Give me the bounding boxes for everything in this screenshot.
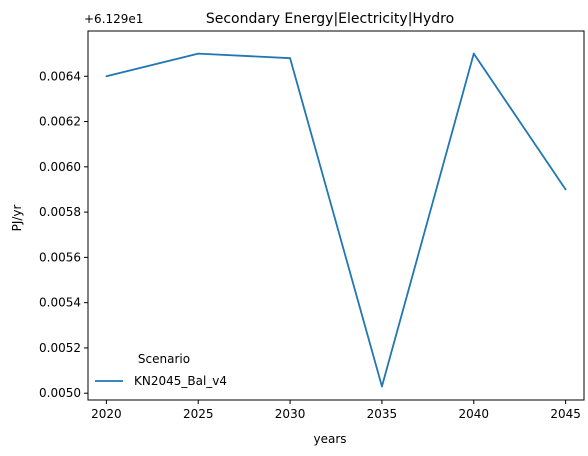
plot-frame bbox=[87, 30, 585, 401]
legend: Scenario KN2045_Bal_v4 bbox=[95, 352, 227, 388]
y-tick-label: 0.0058 bbox=[39, 205, 81, 219]
x-axis-label: years bbox=[313, 432, 346, 446]
series-point bbox=[564, 188, 567, 191]
x-tick-label: 2045 bbox=[550, 407, 581, 421]
series-point bbox=[289, 57, 291, 60]
y-tick-label: 0.0056 bbox=[39, 250, 81, 264]
y-tick-label: 0.0062 bbox=[39, 115, 81, 129]
series-line bbox=[106, 52, 567, 388]
x-tick-label: 2030 bbox=[275, 407, 306, 421]
series-point bbox=[381, 385, 383, 388]
legend-series-label: KN2045_Bal_v4 bbox=[134, 374, 227, 388]
plot-area: 2020 2025 2030 2035 2040 2045 0.00500.00520.0… bbox=[39, 30, 585, 421]
y-axis-label: PJ/yr bbox=[10, 205, 24, 232]
series-lines bbox=[105, 52, 567, 388]
y-offset-label: +6.129e1 bbox=[84, 12, 143, 26]
series-point bbox=[197, 52, 200, 55]
x-tick-label: 2025 bbox=[183, 407, 214, 421]
series-point bbox=[105, 75, 108, 78]
y-tick-label: 0.0064 bbox=[39, 69, 81, 83]
series-point bbox=[472, 52, 475, 55]
legend-title: Scenario bbox=[138, 352, 190, 366]
x-tick-label: 2020 bbox=[91, 407, 122, 421]
y-ticks: 0.0050 0.0052 0.0054 0.0056 0.0058 0.0060 0.00… bbox=[39, 69, 88, 400]
chart-title: Secondary Energy|Electricity|Hydro bbox=[206, 11, 454, 27]
y-tick-label: 0.0052 bbox=[39, 341, 81, 355]
x-tick-label: 2040 bbox=[459, 407, 490, 421]
y-tick-label: 0.0054 bbox=[39, 296, 81, 310]
y-tick-label: 0.0060 bbox=[39, 160, 81, 174]
x-tick-label: 2035 bbox=[367, 407, 398, 421]
y-tick-label: 0.0050 bbox=[39, 386, 81, 400]
x-ticks: 2020 2025 2030 2035 2040 2045 bbox=[91, 400, 581, 421]
